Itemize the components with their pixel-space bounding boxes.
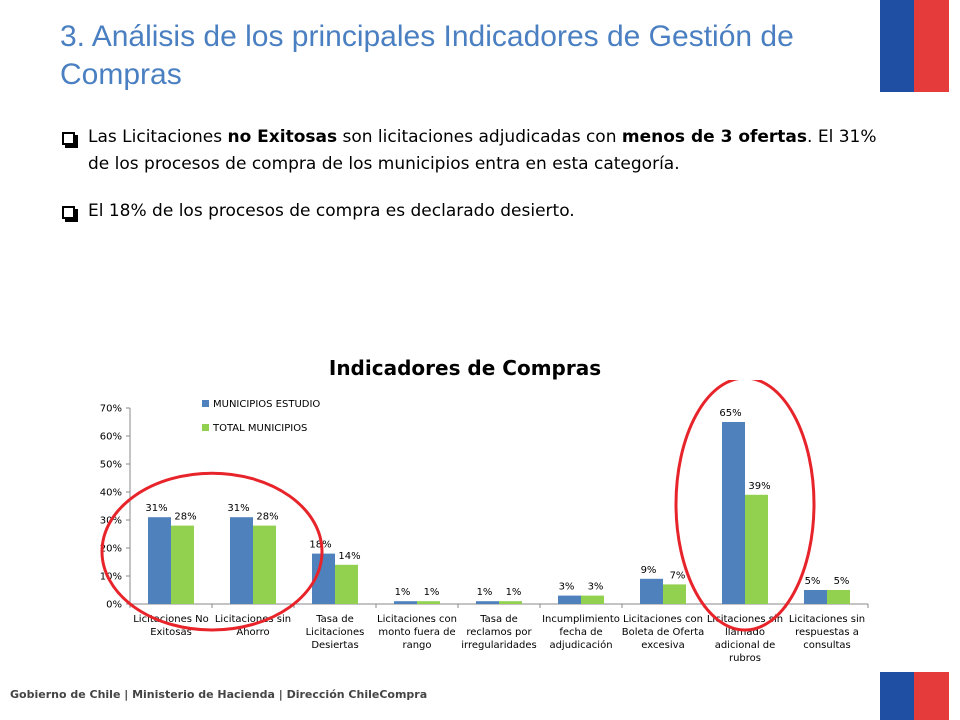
bullet-text-run: son licitaciones adjudicadas con: [337, 127, 622, 147]
highlight-circle: [100, 471, 324, 632]
y-tick-label: 0%: [106, 600, 122, 611]
y-tick-label: 70%: [100, 404, 122, 415]
bar-total-municipios: [253, 525, 276, 604]
bar-total-municipios: [171, 525, 194, 604]
category-label: Exitosas: [150, 627, 192, 638]
data-label: 28%: [256, 512, 278, 523]
data-label: 28%: [174, 512, 196, 523]
category-label: Licitaciones sin: [707, 614, 783, 625]
page-title: 3. Análisis de los principales Indicador…: [60, 20, 794, 91]
bullet-list: Las Licitaciones no Exitosas son licitac…: [60, 124, 880, 245]
category-label: rubros: [729, 653, 761, 664]
data-label: 31%: [145, 503, 167, 514]
bullet-text-run: El 18% de los procesos de compra es decl…: [88, 201, 575, 221]
data-label: 7%: [670, 570, 686, 581]
data-label: 65%: [719, 408, 741, 419]
category-label: respuestas a: [795, 627, 859, 638]
bar-total-municipios: [827, 590, 850, 604]
data-label: 39%: [748, 481, 770, 492]
category-label: Boleta de Oferta: [622, 627, 705, 638]
category-label: Licitaciones sin: [789, 614, 865, 625]
highlight-circle: [674, 380, 816, 632]
bar-chart: 0%10%20%30%40%50%60%70%31%28%Licitacione…: [100, 380, 869, 664]
checkbox-bullet-icon: [62, 206, 75, 219]
bar-total-municipios: [663, 584, 686, 604]
category-label: Licitaciones con: [377, 614, 457, 625]
bar-municipios-estudio: [476, 601, 499, 604]
category-label: adjudicación: [549, 639, 612, 651]
bar-total-municipios: [417, 601, 440, 604]
bullet-text-run: . El 31% de los procesos de compra de lo…: [88, 127, 877, 174]
bullet-text-run: Las Licitaciones: [88, 127, 228, 147]
bullet-desiertas: El 18% de los procesos de compra es decl…: [60, 198, 880, 225]
category-label: irregularidades: [461, 640, 536, 651]
y-tick-label: 50%: [100, 460, 122, 471]
bar-total-municipios: [745, 494, 768, 604]
data-label: 3%: [588, 582, 604, 593]
data-label: 1%: [506, 587, 522, 598]
bar-total-municipios: [499, 601, 522, 604]
y-tick-label: 20%: [100, 544, 122, 555]
y-tick-label: 40%: [100, 488, 122, 499]
legend-swatch: [202, 424, 209, 431]
data-label: 14%: [338, 551, 360, 562]
legend-label: TOTAL MUNICIPIOS: [212, 423, 307, 434]
data-label: 31%: [227, 503, 249, 514]
category-label: Desiertas: [311, 640, 358, 651]
bar-municipios-estudio: [640, 578, 663, 604]
category-label: excesiva: [641, 640, 684, 651]
category-label: Licitaciones sin: [215, 614, 291, 625]
data-label: 9%: [641, 565, 657, 576]
category-label: Tasa de: [479, 614, 518, 625]
chart-title: Indicadores de Compras: [328, 356, 602, 380]
chile-flag-top: [880, 0, 949, 92]
category-label: consultas: [803, 640, 851, 651]
checkbox-bullet-icon: [62, 132, 75, 145]
bullet-text-run: menos de 3 ofertas: [621, 127, 808, 147]
y-tick-label: 60%: [100, 432, 122, 443]
legend-swatch: [202, 400, 209, 407]
data-label: 1%: [395, 587, 411, 598]
bar-municipios-estudio: [558, 595, 581, 604]
bullet-text-run: no Exitosas: [227, 127, 338, 147]
category-label: Ahorro: [236, 627, 269, 638]
bar-municipios-estudio: [148, 517, 171, 604]
data-label: 1%: [424, 587, 440, 598]
bar-municipios-estudio: [804, 590, 827, 604]
category-label: Incumplimiento: [542, 614, 620, 625]
bar-total-municipios: [335, 564, 358, 604]
bar-municipios-estudio: [394, 601, 417, 604]
category-label: reclamos por: [466, 627, 532, 638]
category-label: fecha de: [559, 627, 602, 638]
data-label: 1%: [477, 587, 493, 598]
category-label: adicional de: [715, 640, 776, 651]
category-label: Tasa de: [315, 614, 354, 625]
bar-municipios-estudio: [722, 422, 745, 604]
bar-municipios-estudio: [230, 517, 253, 604]
category-label: monto fuera de: [378, 627, 455, 638]
bar-total-municipios: [581, 595, 604, 604]
data-label: 5%: [805, 576, 821, 587]
data-label: 5%: [834, 576, 850, 587]
category-label: llamado: [725, 627, 765, 638]
data-label: 3%: [559, 582, 575, 593]
bar-municipios-estudio: [312, 553, 335, 604]
category-label: rango: [402, 640, 431, 651]
footer: Gobierno de Chile | Ministerio de Hacien…: [10, 688, 428, 701]
category-label: Licitaciones No: [133, 614, 209, 625]
bullet-no-exitosas: Las Licitaciones no Exitosas son licitac…: [60, 124, 880, 178]
y-tick-label: 10%: [100, 572, 122, 583]
bullet-text: Las Licitaciones no Exitosas son licitac…: [88, 127, 877, 174]
category-label: Licitaciones con: [623, 614, 703, 625]
bullet-text: El 18% de los procesos de compra es decl…: [88, 201, 575, 221]
chile-flag-bottom: [880, 672, 949, 720]
legend-label: MUNICIPIOS ESTUDIO: [213, 399, 320, 410]
category-label: Licitaciones: [306, 627, 365, 638]
